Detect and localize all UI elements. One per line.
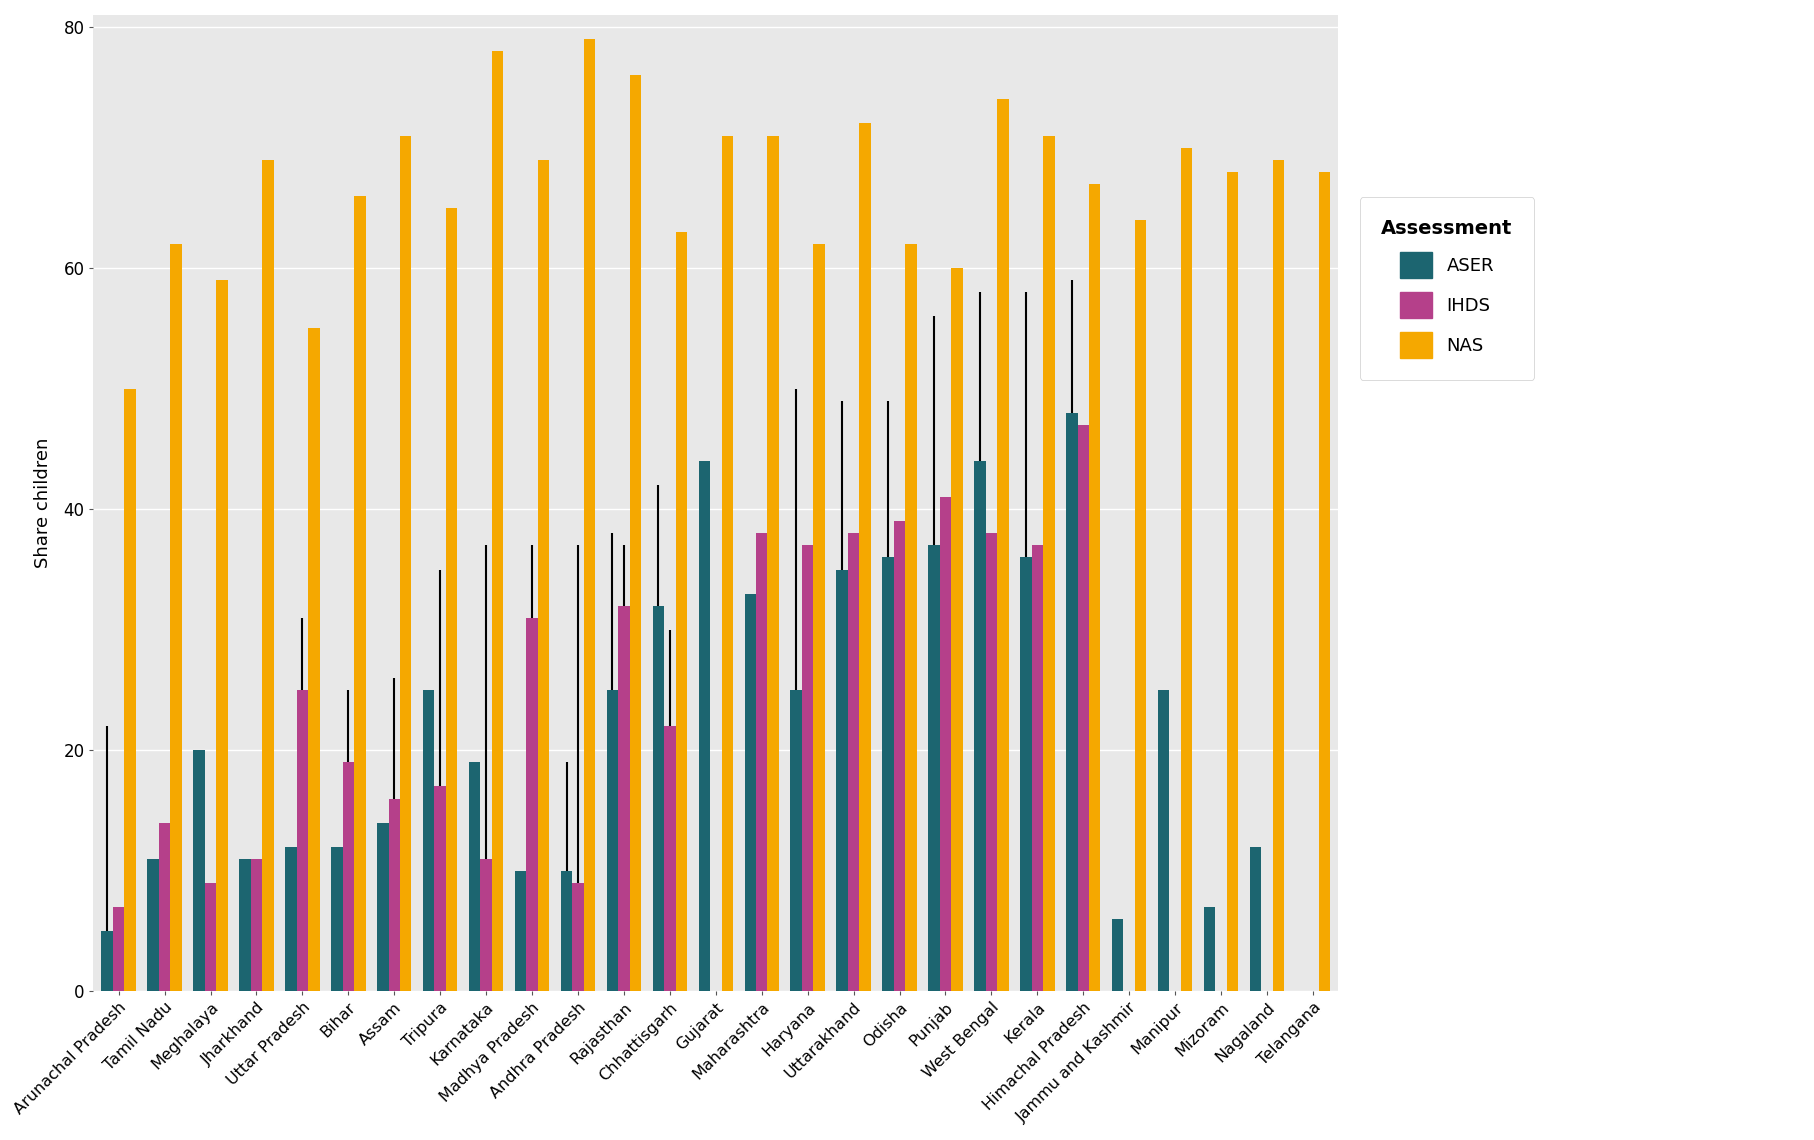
Bar — [250, 858, 263, 992]
Bar — [492, 51, 502, 992]
Bar — [744, 594, 756, 992]
Bar — [343, 763, 354, 992]
Bar — [802, 545, 813, 992]
Bar — [388, 798, 401, 992]
Bar — [1157, 690, 1170, 992]
Bar — [974, 461, 985, 992]
Bar — [951, 268, 963, 992]
Bar — [1226, 172, 1239, 992]
Bar — [836, 570, 847, 992]
Bar — [537, 160, 550, 992]
Bar — [1112, 919, 1123, 992]
Bar — [171, 244, 181, 992]
Bar — [354, 196, 366, 992]
Bar — [1043, 136, 1054, 992]
Bar — [125, 389, 136, 992]
Bar — [285, 847, 297, 992]
Bar — [1032, 545, 1043, 992]
Bar — [1088, 184, 1101, 992]
Bar — [102, 931, 112, 992]
Y-axis label: Share children: Share children — [34, 438, 53, 569]
Bar — [515, 871, 526, 992]
Bar — [1078, 425, 1088, 992]
Bar — [1019, 557, 1032, 992]
Bar — [813, 244, 825, 992]
Bar — [1067, 413, 1078, 992]
Bar — [940, 497, 951, 992]
Bar — [401, 136, 412, 992]
Bar — [239, 858, 250, 992]
Bar — [112, 907, 125, 992]
Bar — [1319, 172, 1330, 992]
Bar — [1136, 220, 1146, 992]
Bar — [894, 521, 905, 992]
Bar — [791, 690, 802, 992]
Bar — [584, 39, 595, 992]
Bar — [468, 763, 481, 992]
Bar — [263, 160, 274, 992]
Bar — [929, 545, 940, 992]
Bar — [985, 534, 998, 992]
Bar — [308, 328, 319, 992]
Bar — [653, 605, 664, 992]
Bar — [629, 75, 640, 992]
Bar — [1273, 160, 1284, 992]
Bar — [767, 136, 778, 992]
Bar — [998, 99, 1009, 992]
Bar — [297, 690, 308, 992]
Bar — [1181, 147, 1192, 992]
Bar — [205, 882, 216, 992]
Bar — [756, 534, 767, 992]
Bar — [698, 461, 709, 992]
Bar — [664, 726, 675, 992]
Bar — [423, 690, 435, 992]
Legend: ASER, IHDS, NAS: ASER, IHDS, NAS — [1360, 197, 1535, 380]
Bar — [1250, 847, 1261, 992]
Bar — [606, 690, 619, 992]
Bar — [571, 882, 584, 992]
Bar — [446, 207, 457, 992]
Bar — [194, 750, 205, 992]
Bar — [481, 858, 492, 992]
Bar — [561, 871, 571, 992]
Bar — [1204, 907, 1215, 992]
Bar — [377, 823, 388, 992]
Bar — [675, 231, 688, 992]
Bar — [332, 847, 343, 992]
Bar — [905, 244, 916, 992]
Bar — [619, 605, 629, 992]
Bar — [882, 557, 894, 992]
Bar — [147, 858, 160, 992]
Bar — [847, 534, 860, 992]
Bar — [160, 823, 171, 992]
Bar — [722, 136, 733, 992]
Bar — [216, 280, 229, 992]
Bar — [526, 618, 537, 992]
Bar — [860, 123, 871, 992]
Bar — [435, 787, 446, 992]
